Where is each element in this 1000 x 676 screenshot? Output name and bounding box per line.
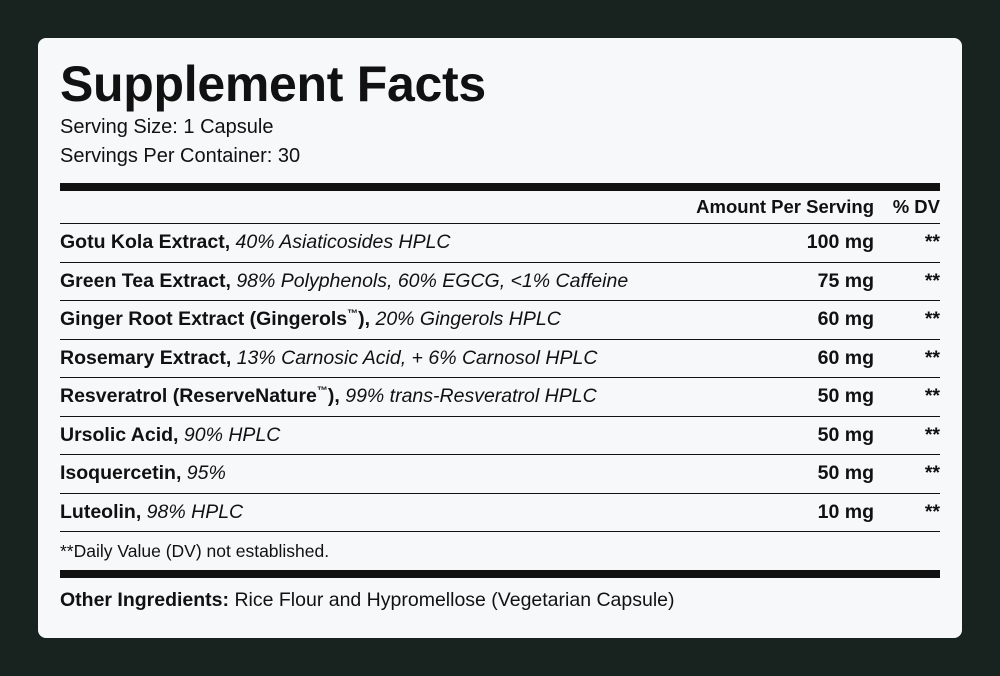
ingredient-dv: ** (924, 269, 940, 292)
ingredient-amount: 75 mg (817, 269, 874, 292)
ingredient-name: Gotu Kola Extract, (60, 231, 231, 254)
table-row: Resveratrol (ReserveNature™), 99% trans-… (60, 378, 940, 417)
ingredient-description: 40% Asiaticosides HPLC (235, 231, 451, 254)
ingredient-dv: ** (924, 346, 940, 369)
ingredient-amount: 50 mg (817, 423, 874, 446)
servings-per-container: Servings Per Container: 30 (60, 145, 301, 167)
other-ingredients-text: Rice Flour and Hypromellose (Vegetarian … (234, 589, 675, 611)
ingredient-amount: 100 mg (806, 231, 874, 254)
ingredient-dv: ** (924, 500, 940, 523)
ingredient-description: 13% Carnosic Acid, + 6% Carnosol HPLC (236, 346, 598, 369)
serving-size: Serving Size: 1 Capsule (60, 116, 274, 138)
ingredient-name: Resveratrol (ReserveNature (60, 385, 317, 408)
ingredient-dv: ** (924, 385, 940, 408)
ingredient-cell: Ginger Root Extract (Gingerols™), 20% Gi… (60, 308, 754, 331)
ingredient-description: 20% Gingerols HPLC (375, 308, 561, 331)
ingredient-cell: Green Tea Extract, 98% Polyphenols, 60% … (60, 270, 754, 293)
ingredient-description: 95% (186, 462, 226, 485)
ingredient-amount: 50 mg (817, 385, 874, 408)
supplement-facts-panel: Supplement Facts Serving Size: 1 Capsule… (38, 38, 962, 638)
ingredient-name: Ginger Root Extract (Gingerols (60, 308, 348, 331)
table-header: Amount Per Serving % DV (60, 191, 940, 224)
ingredient-cell: Resveratrol (ReserveNature™), 99% trans-… (60, 385, 754, 408)
thick-divider (60, 183, 940, 191)
ingredient-dv: ** (924, 308, 940, 331)
thick-divider-bottom (60, 570, 940, 578)
ingredient-name: Ursolic Acid, (60, 423, 179, 446)
table-row: Gotu Kola Extract, 40% Asiaticosides HPL… (60, 224, 940, 263)
table-row: Green Tea Extract, 98% Polyphenols, 60% … (60, 263, 940, 301)
trademark-mark: ™ (316, 385, 328, 398)
ingredient-amount: 10 mg (817, 500, 874, 523)
ingredient-name: Green Tea Extract, (60, 269, 231, 292)
other-ingredients-label: Other Ingredients: (60, 589, 230, 611)
header-dv: % DV (892, 196, 940, 217)
ingredient-dv: ** (924, 231, 940, 254)
table-row: Ginger Root Extract (Gingerols™), 20% Gi… (60, 301, 940, 340)
ingredient-description: 98% Polyphenols, 60% EGCG, <1% Caffeine (236, 269, 629, 292)
panel-title: Supplement Facts (60, 56, 486, 112)
ingredient-cell: Rosemary Extract, 13% Carnosic Acid, + 6… (60, 347, 754, 370)
ingredient-name: Rosemary Extract, (60, 346, 232, 369)
other-ingredients: Other Ingredients: Rice Flour and Hyprom… (60, 589, 940, 612)
ingredient-dv: ** (924, 423, 940, 446)
ingredient-amount: 60 mg (817, 346, 874, 369)
ingredient-dv: ** (924, 462, 940, 485)
ingredient-amount: 60 mg (817, 308, 874, 331)
trademark-mark: ™ (347, 308, 359, 321)
header-amount: Amount Per Serving (696, 196, 874, 217)
ingredient-list: Gotu Kola Extract, 40% Asiaticosides HPL… (60, 224, 940, 532)
ingredient-cell: Luteolin, 98% HPLC (60, 501, 754, 524)
table-row: Ursolic Acid, 90% HPLC 50 mg ** (60, 417, 940, 455)
ingredient-name-tail: ), (327, 385, 340, 408)
ingredient-description: 99% trans-Resveratrol HPLC (345, 385, 597, 408)
table-row: Isoquercetin, 95% 50 mg ** (60, 455, 940, 494)
table-row: Luteolin, 98% HPLC 10 mg ** (60, 494, 940, 532)
ingredient-cell: Ursolic Acid, 90% HPLC (60, 424, 754, 447)
ingredient-amount: 50 mg (817, 462, 874, 485)
ingredient-cell: Gotu Kola Extract, 40% Asiaticosides HPL… (60, 231, 754, 254)
ingredient-name: Isoquercetin, (60, 462, 182, 485)
ingredient-name-tail: ), (358, 308, 371, 331)
ingredient-description: 90% HPLC (183, 423, 281, 446)
ingredient-name: Luteolin, (60, 500, 142, 523)
table-row: Rosemary Extract, 13% Carnosic Acid, + 6… (60, 340, 940, 378)
footnote: **Daily Value (DV) not established. (60, 541, 330, 561)
ingredient-cell: Isoquercetin, 95% (60, 462, 754, 485)
ingredient-description: 98% HPLC (146, 500, 244, 523)
